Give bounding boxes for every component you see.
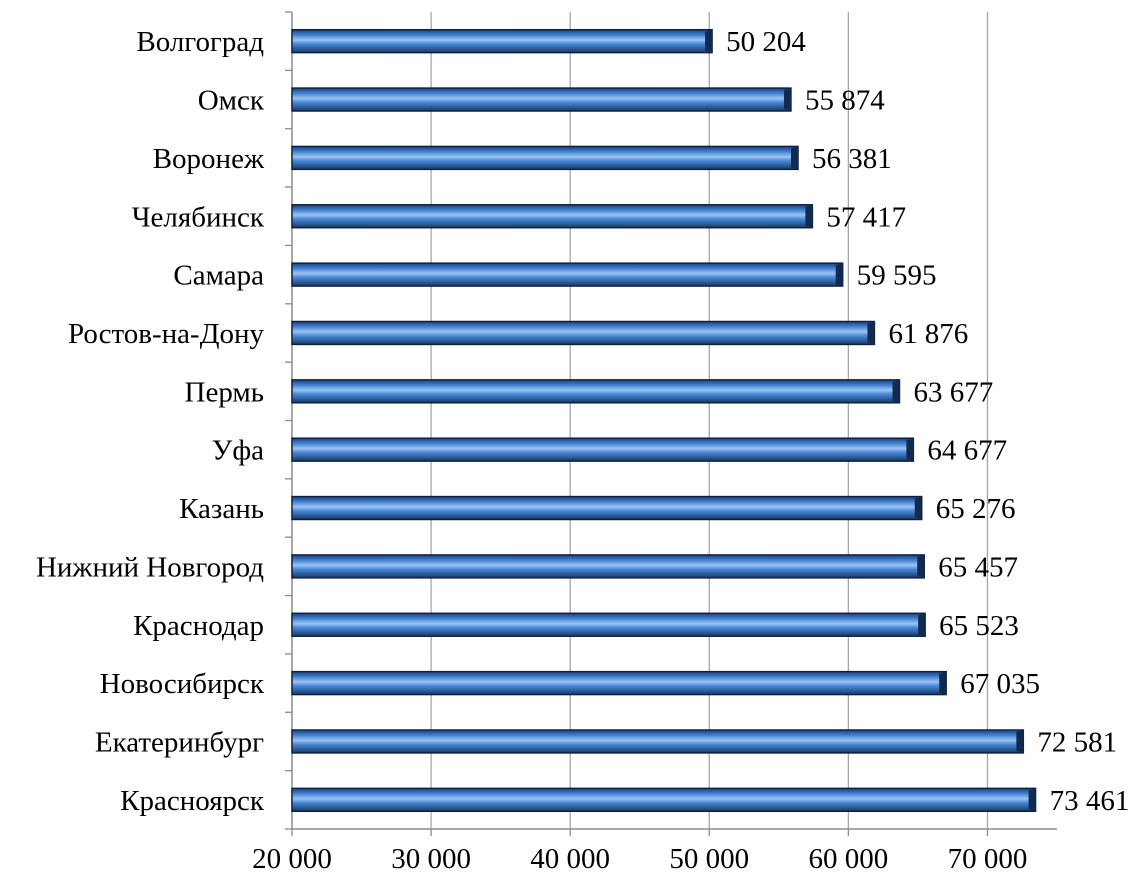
bar: [291, 379, 901, 404]
bars: [291, 28, 1037, 813]
category-label: Ростов-на-Дону: [68, 318, 264, 350]
bar-end-cap: [906, 438, 914, 462]
value-label: 56 381: [812, 143, 892, 175]
bar: [291, 320, 876, 346]
bar-end-cap: [939, 671, 947, 695]
bar: [291, 204, 814, 229]
bar-end-cap: [917, 554, 925, 578]
value-label: 59 595: [857, 260, 937, 292]
bar-end-cap: [783, 88, 791, 112]
value-label: 55 874: [805, 85, 885, 117]
x-tick-label: 50 000: [669, 843, 749, 875]
category-label: Волгоград: [136, 26, 264, 58]
axes: [285, 11, 1057, 836]
category-label: Воронеж: [153, 143, 265, 175]
x-tick-label: 20 000: [252, 843, 332, 875]
category-label: Челябинск: [132, 201, 265, 233]
x-tick-label: 60 000: [808, 843, 888, 875]
bar: [291, 87, 792, 112]
bar: [291, 670, 947, 696]
category-label: Красноярск: [120, 785, 265, 817]
bar: [291, 262, 844, 287]
value-label: 50 204: [726, 26, 806, 58]
bar: [291, 612, 926, 637]
bar: [291, 554, 925, 579]
bar-end-cap: [1016, 729, 1024, 753]
category-label: Уфа: [212, 435, 264, 467]
gridlines: [430, 12, 989, 829]
category-label: Казань: [179, 493, 264, 525]
bar: [291, 28, 713, 54]
value-label: 57 417: [826, 201, 906, 233]
bar-end-cap: [835, 263, 843, 287]
value-label: 64 677: [927, 435, 1007, 467]
x-tick-label: 70 000: [948, 843, 1028, 875]
category-label: Нижний Новгород: [36, 551, 264, 583]
bar: [291, 787, 1037, 813]
value-label: 65 276: [936, 493, 1016, 525]
category-label: Екатеринбург: [95, 726, 264, 758]
value-label: 61 876: [888, 318, 968, 350]
bar-end-cap: [867, 321, 875, 345]
bar: [291, 495, 923, 521]
value-label: 67 035: [960, 668, 1040, 700]
value-label: 65 457: [938, 551, 1018, 583]
category-label: Новосибирск: [100, 668, 265, 700]
value-label: 65 523: [939, 610, 1019, 642]
category-label: Омск: [198, 85, 265, 117]
bar-end-cap: [791, 146, 799, 170]
bar: [291, 145, 799, 171]
value-label: 72 581: [1037, 726, 1117, 758]
bar-end-cap: [918, 613, 926, 637]
bar-end-cap: [892, 379, 900, 403]
bar-end-cap: [805, 204, 813, 228]
labels: 20 000 30 000 40 000 50 000 60 000 70 000 Волг…: [36, 26, 1129, 875]
bar: [291, 729, 1025, 754]
category-label: Пермь: [185, 376, 264, 408]
x-tick-label: 30 000: [391, 843, 471, 875]
bar-end-cap: [1028, 788, 1036, 812]
category-label: Краснодар: [133, 610, 264, 642]
bar: [291, 437, 915, 462]
bar-end-cap: [705, 29, 713, 53]
x-tick-label: 40 000: [530, 843, 610, 875]
value-label: 73 461: [1050, 785, 1130, 817]
category-label: Самара: [173, 260, 264, 292]
value-label: 63 677: [914, 376, 994, 408]
bar-end-cap: [914, 496, 922, 520]
